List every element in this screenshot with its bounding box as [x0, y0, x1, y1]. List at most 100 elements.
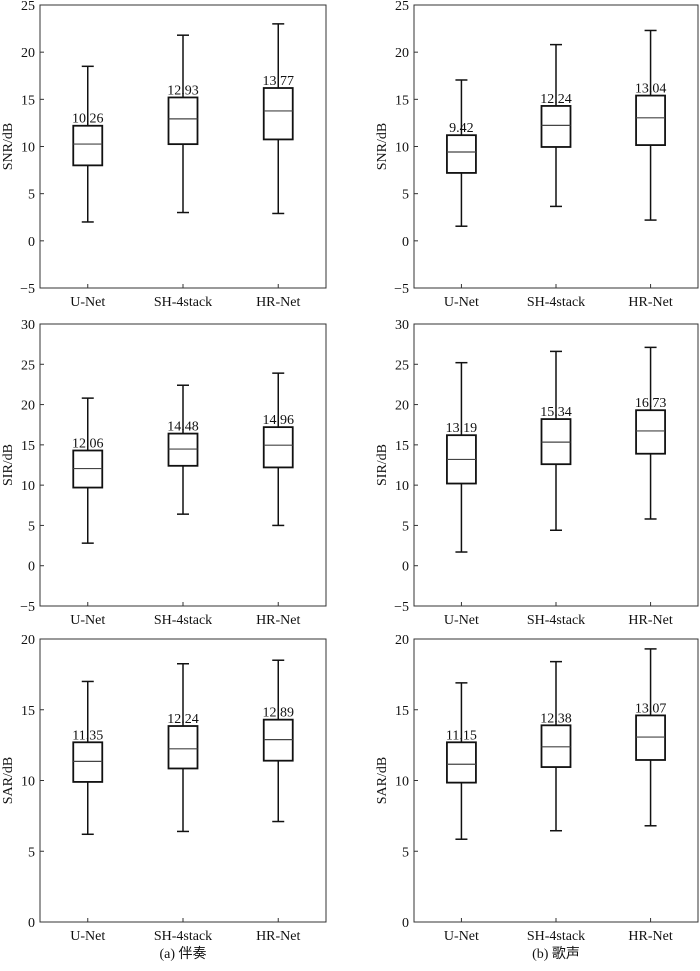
x-tick-label: HR-Net	[256, 295, 300, 310]
median-value-label: 12.06	[72, 436, 104, 451]
y-tick-label: 0	[28, 235, 35, 250]
iqr-box	[635, 714, 666, 761]
iqr-box	[72, 741, 104, 783]
box-hr-net: 16.73	[635, 346, 667, 520]
box-sh-4stack: 12.38	[540, 660, 572, 832]
y-tick-label: 25	[21, 358, 35, 373]
median-value-label: 12.38	[540, 711, 572, 726]
caption-b: (b) 歌声	[532, 946, 580, 962]
median-value-label: 12.93	[167, 83, 199, 98]
x-tick-label: HR-Net	[628, 613, 672, 628]
y-tick-label: −5	[394, 600, 409, 615]
iqr-box	[167, 432, 199, 467]
y-tick-label: −5	[20, 600, 35, 615]
iqr-box	[635, 409, 666, 455]
box-u-net: 13.19	[446, 361, 477, 553]
y-tick-label: 0	[402, 916, 409, 931]
box-sh-4stack: 15.34	[540, 350, 572, 532]
y-axis-label: SNR/dB	[375, 123, 390, 170]
x-tick-label: U-Net	[444, 295, 479, 310]
box-hr-net: 13.77	[262, 23, 294, 215]
median-value-label: 15.34	[540, 405, 572, 420]
y-tick-label: 20	[395, 399, 409, 414]
y-tick-label: 25	[395, 358, 409, 373]
iqr-box	[446, 134, 477, 174]
median-value-label: 16.73	[635, 396, 667, 411]
iqr-box	[167, 725, 199, 770]
y-tick-label: 0	[402, 560, 409, 575]
iqr-box	[167, 96, 199, 146]
box-hr-net: 12.89	[262, 659, 294, 823]
x-tick-label: U-Net	[444, 613, 479, 628]
median-value-label: 12.89	[262, 706, 294, 721]
chart-panel: −5 0 5 10 15 20 25 SNR/dB U-Net SH-4stack HR-Net 9.…	[375, 0, 699, 310]
box-sh-4stack: 14.48	[167, 384, 199, 515]
chart-panel: −5 0 5 10 15 20 25 SNR/dB U-Net SH-4stack HR-Net 10…	[1, 0, 327, 310]
box-u-net: 10.26	[72, 65, 104, 223]
x-tick-label: SH-4stack	[154, 929, 212, 944]
y-axis-label: SAR/dB	[1, 757, 16, 804]
median-value-label: 11.15	[446, 728, 477, 743]
y-tick-label: 15	[395, 704, 409, 719]
x-tick-label: U-Net	[70, 295, 105, 310]
median-value-label: 14.96	[262, 413, 294, 428]
y-tick-label: 15	[21, 439, 35, 454]
y-tick-label: 0	[28, 560, 35, 575]
x-tick-label: HR-Net	[256, 613, 300, 628]
y-tick-label: 20	[21, 46, 35, 61]
x-tick-label: SH-4stack	[527, 613, 585, 628]
median-value-label: 12.24	[167, 712, 199, 727]
y-tick-label: 10	[21, 775, 35, 790]
y-tick-label: 30	[21, 318, 35, 333]
y-tick-label: 15	[395, 93, 409, 108]
y-tick-label: 10	[395, 141, 409, 156]
median-value-label: 14.48	[167, 420, 199, 435]
y-axis-label: SAR/dB	[375, 757, 390, 804]
y-tick-label: 20	[395, 633, 409, 648]
box-sh-4stack: 12.24	[167, 663, 199, 833]
y-tick-label: 10	[21, 141, 35, 156]
y-tick-label: 15	[395, 439, 409, 454]
y-tick-label: 20	[21, 633, 35, 648]
box-sh-4stack: 12.24	[540, 43, 572, 208]
median-value-label: 9.42	[449, 121, 474, 136]
x-tick-label: U-Net	[444, 929, 479, 944]
y-tick-label: 0	[402, 235, 409, 250]
y-tick-label: 15	[21, 93, 35, 108]
iqr-box	[540, 105, 572, 148]
y-tick-label: 5	[28, 188, 35, 203]
x-tick-label: HR-Net	[256, 929, 300, 944]
y-tick-label: 5	[28, 845, 35, 860]
iqr-box	[262, 87, 294, 141]
box-hr-net: 13.04	[635, 29, 667, 221]
median-value-label: 13.07	[635, 701, 667, 716]
x-tick-label: SH-4stack	[527, 295, 585, 310]
box-u-net: 9.42	[446, 79, 477, 227]
x-tick-label: U-Net	[70, 613, 105, 628]
x-tick-label: SH-4stack	[527, 929, 585, 944]
median-value-label: 11.35	[72, 728, 103, 743]
box-hr-net: 14.96	[262, 372, 294, 527]
box-u-net: 11.15	[446, 682, 477, 840]
box-u-net: 12.06	[72, 397, 104, 544]
x-tick-label: HR-Net	[628, 929, 672, 944]
y-tick-label: 5	[402, 519, 409, 534]
median-value-label: 13.04	[635, 82, 667, 97]
y-tick-label: 10	[21, 479, 35, 494]
y-tick-label: 15	[21, 704, 35, 719]
iqr-box	[72, 124, 104, 167]
x-tick-label: U-Net	[70, 929, 105, 944]
y-tick-label: 5	[28, 519, 35, 534]
chart-panel: 0 5 10 15 20 SAR/dB U-Net SH-4stack HR-Net 11.35 1…	[1, 633, 327, 944]
y-tick-label: 20	[395, 46, 409, 61]
y-tick-label: 10	[395, 775, 409, 790]
y-tick-label: 30	[395, 318, 409, 333]
y-axis-label: SIR/dB	[1, 444, 16, 486]
y-tick-label: 5	[402, 845, 409, 860]
iqr-box	[635, 94, 666, 146]
box-hr-net: 13.07	[635, 648, 667, 827]
caption-a: (a) 伴奏	[159, 946, 206, 962]
iqr-box	[540, 724, 572, 768]
box-u-net: 11.35	[72, 680, 104, 836]
